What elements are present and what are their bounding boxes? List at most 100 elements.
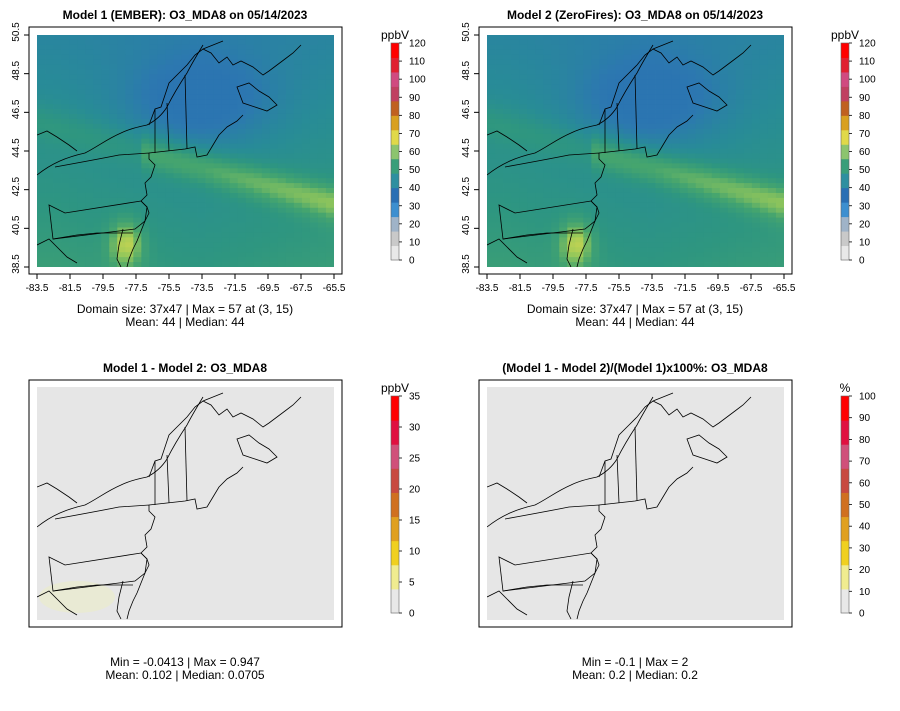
heatmap-cell [197,89,206,95]
heatmap-cell [269,35,279,41]
heatmap-cell [503,44,512,51]
heatmap-cell [293,69,303,75]
heatmap-cell [535,74,544,80]
heatmap-cell [543,178,552,184]
heatmap-cell [317,44,327,51]
heatmap-cell [141,158,150,164]
heatmap-cell [519,217,528,223]
heatmap-cell [607,138,616,144]
heatmap-cell [575,252,584,258]
heatmap-cell [69,99,78,105]
heatmap-cell [559,262,568,267]
heatmap-cell [253,212,263,219]
heatmap-cell [527,227,536,233]
heatmap-cell [197,109,206,115]
heatmap-cell [173,232,182,238]
heatmap-cell [727,252,737,258]
heatmap-cell [519,133,528,140]
heatmap-cell [743,153,753,159]
heatmap-cell [61,84,70,90]
heatmap-cell [45,158,54,164]
heatmap-cell [125,183,134,189]
heatmap-cell [751,89,761,95]
heatmap-cell [285,79,295,85]
heatmap-cell [189,232,198,238]
heatmap-cell [253,89,263,95]
heatmap-cell [679,69,689,75]
heatmap-cell [181,128,190,135]
heatmap-cell [519,69,528,75]
heatmap-cell [301,79,311,85]
heatmap-cell [269,128,279,135]
heatmap-cell [511,197,520,204]
heatmap-cell [703,84,713,90]
heatmap-cell [623,59,632,66]
heatmap-cell [727,148,737,154]
heatmap-cell [543,54,552,61]
heatmap-cell [743,49,753,56]
heatmap-cell [751,113,761,120]
heatmap-cell [591,113,600,120]
heatmap-cell [711,158,721,164]
heatmap-cell [309,138,319,144]
heatmap-cell [631,227,640,233]
heatmap-cell [631,39,640,46]
heatmap-cell [719,123,729,130]
heatmap-cell [189,118,198,125]
colorbar-unit: ppbV [381,381,409,395]
heatmap-cell [575,153,584,159]
heatmap-cell [687,183,697,189]
heatmap-cell [751,262,761,267]
heatmap-cell [85,109,94,115]
heatmap-cell [543,39,552,46]
heatmap-cell [647,222,656,228]
heatmap-cell [495,237,504,243]
heatmap-cell [53,44,62,51]
heatmap-cell [317,148,327,154]
heatmap-cell [631,202,640,209]
heatmap-cell [253,153,263,159]
heatmap-cell [245,207,255,214]
heatmap-cell [551,207,560,214]
y-tick-label: 44.5 [11,138,22,158]
heatmap-cell [37,192,46,199]
heatmap-cell [109,252,118,258]
heatmap-cell [551,123,560,130]
heatmap-cell [85,242,94,248]
heatmap-cell [503,252,512,258]
heatmap-cell [269,89,279,95]
heatmap-cell [495,64,504,70]
heatmap-cell [245,237,255,243]
heatmap-cell [61,143,70,149]
heatmap-cell [213,257,223,263]
heatmap-cell [293,118,303,125]
heatmap-cell [157,212,166,219]
heatmap-cell [85,128,94,135]
heatmap-cell [735,69,745,75]
heatmap-cell [325,143,334,149]
heatmap-cell [149,188,158,194]
heatmap-cell [221,69,231,75]
heatmap-cell [687,252,697,258]
heatmap-cell [69,133,78,140]
colorbar-tick-label: 80 [859,435,871,446]
heatmap-cell [719,109,729,115]
heatmap-cell [623,232,632,238]
heatmap-cell [583,94,592,100]
heatmap-cell [85,39,94,46]
colorbar-swatch [391,173,399,189]
heatmap-cell [109,178,118,184]
panel-model1: Model 1 (EMBER): O3_MDA8 on 05/14/2023 3… [11,8,426,329]
heatmap-cell [671,113,681,120]
heatmap-cell [77,99,86,105]
heatmap-cell [61,138,70,144]
heatmap-cell [149,153,158,159]
heatmap-cell [599,252,608,258]
heatmap-cell [205,143,214,149]
x-tick-label: -73.5 [641,283,664,294]
heatmap-cell [583,168,592,174]
heatmap-cell [543,104,552,110]
boundary-line [236,434,278,464]
heatmap-cell [45,217,54,223]
